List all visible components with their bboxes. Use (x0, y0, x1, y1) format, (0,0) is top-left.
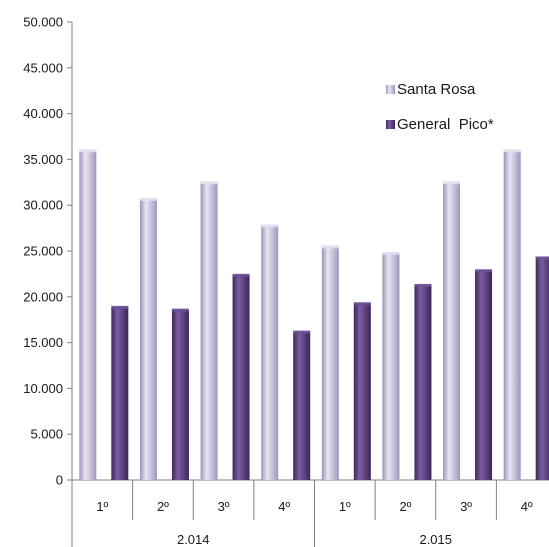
bar-general-pico (353, 303, 371, 480)
legend-label: Santa Rosa (397, 81, 476, 98)
bar-top-cap (111, 305, 129, 309)
x-group-label: 2.015 (419, 532, 452, 547)
y-tick-label: 10.000 (23, 381, 63, 396)
x-category-label: 2º (399, 499, 411, 514)
bar-top-cap (535, 256, 549, 260)
bar-top-cap (414, 283, 432, 287)
bar-santa-rosa (443, 182, 461, 481)
y-tick-label: 35.000 (23, 152, 63, 167)
y-tick-label: 45.000 (23, 60, 63, 75)
legend-swatch (386, 120, 395, 129)
y-tick-label: 20.000 (23, 289, 63, 304)
bar-general-pico (293, 331, 311, 480)
bar-general-pico (475, 270, 493, 480)
bar-top-cap (443, 181, 461, 185)
y-tick-label: 30.000 (23, 198, 63, 213)
x-category-label: 3º (218, 499, 230, 514)
bars (79, 149, 549, 481)
bar-santa-rosa (139, 198, 157, 480)
bar-top-cap (382, 251, 400, 255)
bar-top-cap (232, 273, 250, 277)
y-tick-label: 50.000 (23, 15, 63, 30)
bar-general-pico (414, 284, 432, 480)
x-category-label: 1º (339, 499, 351, 514)
bar-top-cap (79, 149, 97, 153)
x-axis: 1º 2º 3º 4º 1º 2º 3º 4º 2.014 2.015 (71, 479, 549, 547)
bar-santa-rosa (321, 246, 339, 480)
bar-general-pico (171, 309, 189, 480)
x-category-label: 2º (157, 499, 169, 514)
bar-top-cap (353, 302, 371, 306)
x-group-label: 2.014 (177, 532, 210, 547)
bar-top-cap (200, 181, 218, 185)
bar-general-pico (232, 274, 250, 480)
y-axis: 0 5.000 10.000 15.000 20.000 25.000 30.000 35.0… (23, 15, 73, 488)
x-category-label: 3º (460, 499, 472, 514)
legend-swatch (386, 85, 395, 94)
bar-top-cap (261, 224, 279, 228)
bar-top-cap (503, 149, 521, 153)
bar-general-pico (535, 257, 549, 480)
y-tick-label: 25.000 (23, 244, 63, 259)
x-category-label: 1º (96, 499, 108, 514)
y-tick-label: 5.000 (30, 427, 63, 442)
bar-general-pico (111, 306, 129, 480)
y-tick-label: 0 (56, 473, 63, 488)
y-tick-label: 15.000 (23, 335, 63, 350)
bar-top-cap (171, 308, 189, 312)
legend: Santa Rosa General Pico* (386, 81, 494, 133)
bar-santa-rosa (200, 182, 218, 481)
y-tick-label: 40.000 (23, 106, 63, 121)
bar-top-cap (139, 197, 157, 201)
bar-top-cap (475, 269, 493, 273)
bar-santa-rosa (382, 252, 400, 480)
bar-top-cap (293, 330, 311, 334)
bar-santa-rosa (79, 150, 97, 481)
bar-santa-rosa (503, 150, 521, 481)
bar-santa-rosa (261, 225, 279, 480)
x-category-label: 4º (521, 499, 533, 514)
bar-top-cap (321, 245, 339, 249)
legend-label: General Pico* (397, 116, 494, 133)
x-category-label: 4º (278, 499, 290, 514)
